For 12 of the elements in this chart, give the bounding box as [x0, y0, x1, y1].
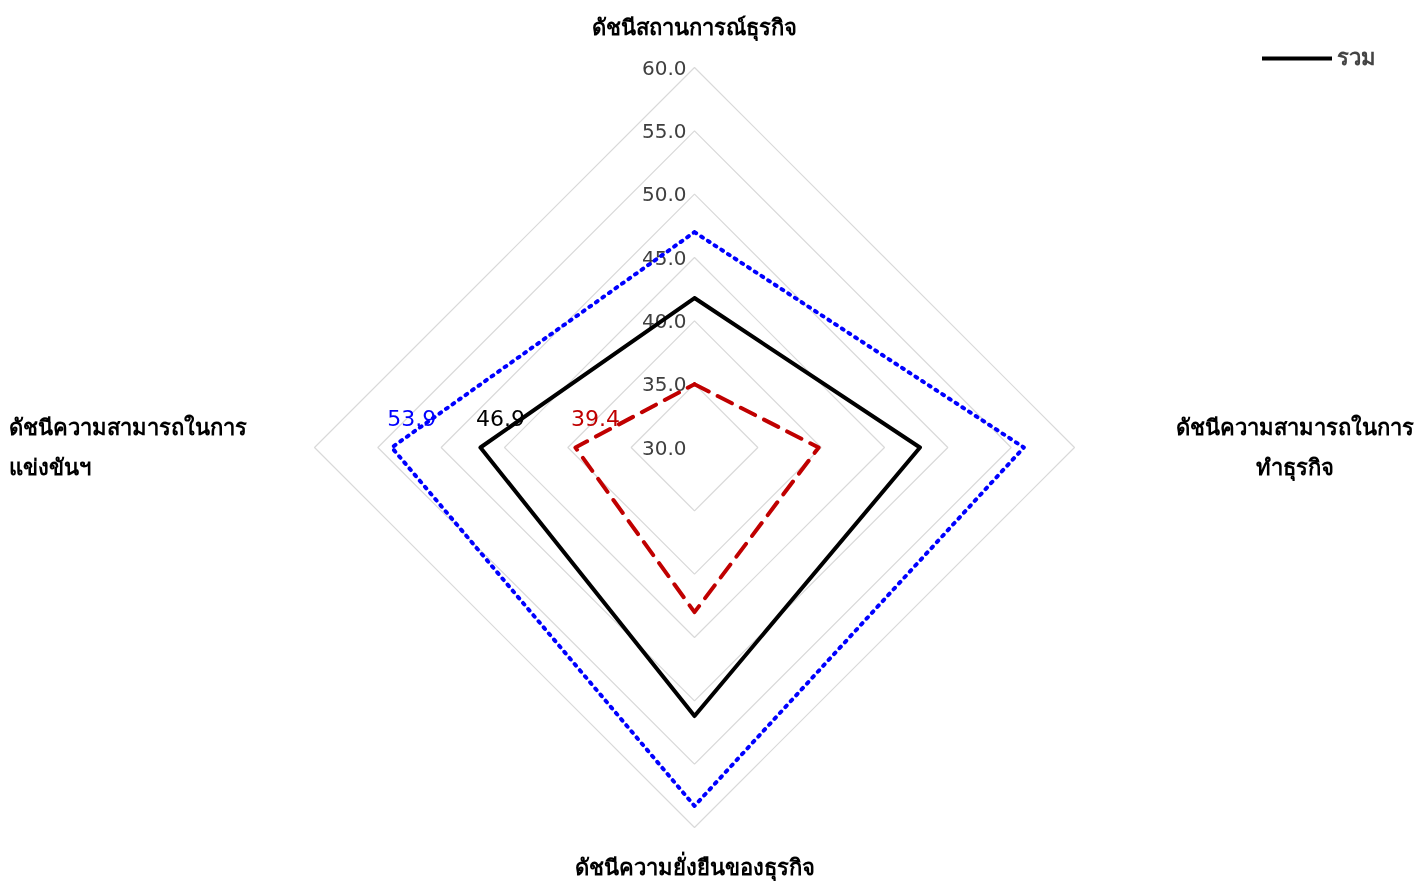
y-tick-label: 35.0: [641, 372, 687, 397]
y-tick-label: 60.0: [641, 55, 687, 80]
spoke-label: ดัชนีความสามารถในการทำธุรกิจ: [1175, 414, 1414, 482]
data-label: 39.4: [570, 405, 620, 431]
y-tick-label: 55.0: [641, 118, 687, 143]
data-label: 53.9: [387, 405, 437, 431]
spoke-label: ดัชนีสถานการณ์ธุรกิจ: [592, 15, 797, 42]
legend-label: รวม: [1337, 44, 1376, 72]
spoke-label: ดัชนีความยั่งยืนของธุรกิจ: [574, 851, 815, 882]
y-tick-label: 30.0: [641, 435, 687, 460]
y-tick-label: 50.0: [641, 182, 687, 207]
spoke-label: ดัชนีความสามารถในการแข่งขันฯ: [8, 414, 247, 480]
